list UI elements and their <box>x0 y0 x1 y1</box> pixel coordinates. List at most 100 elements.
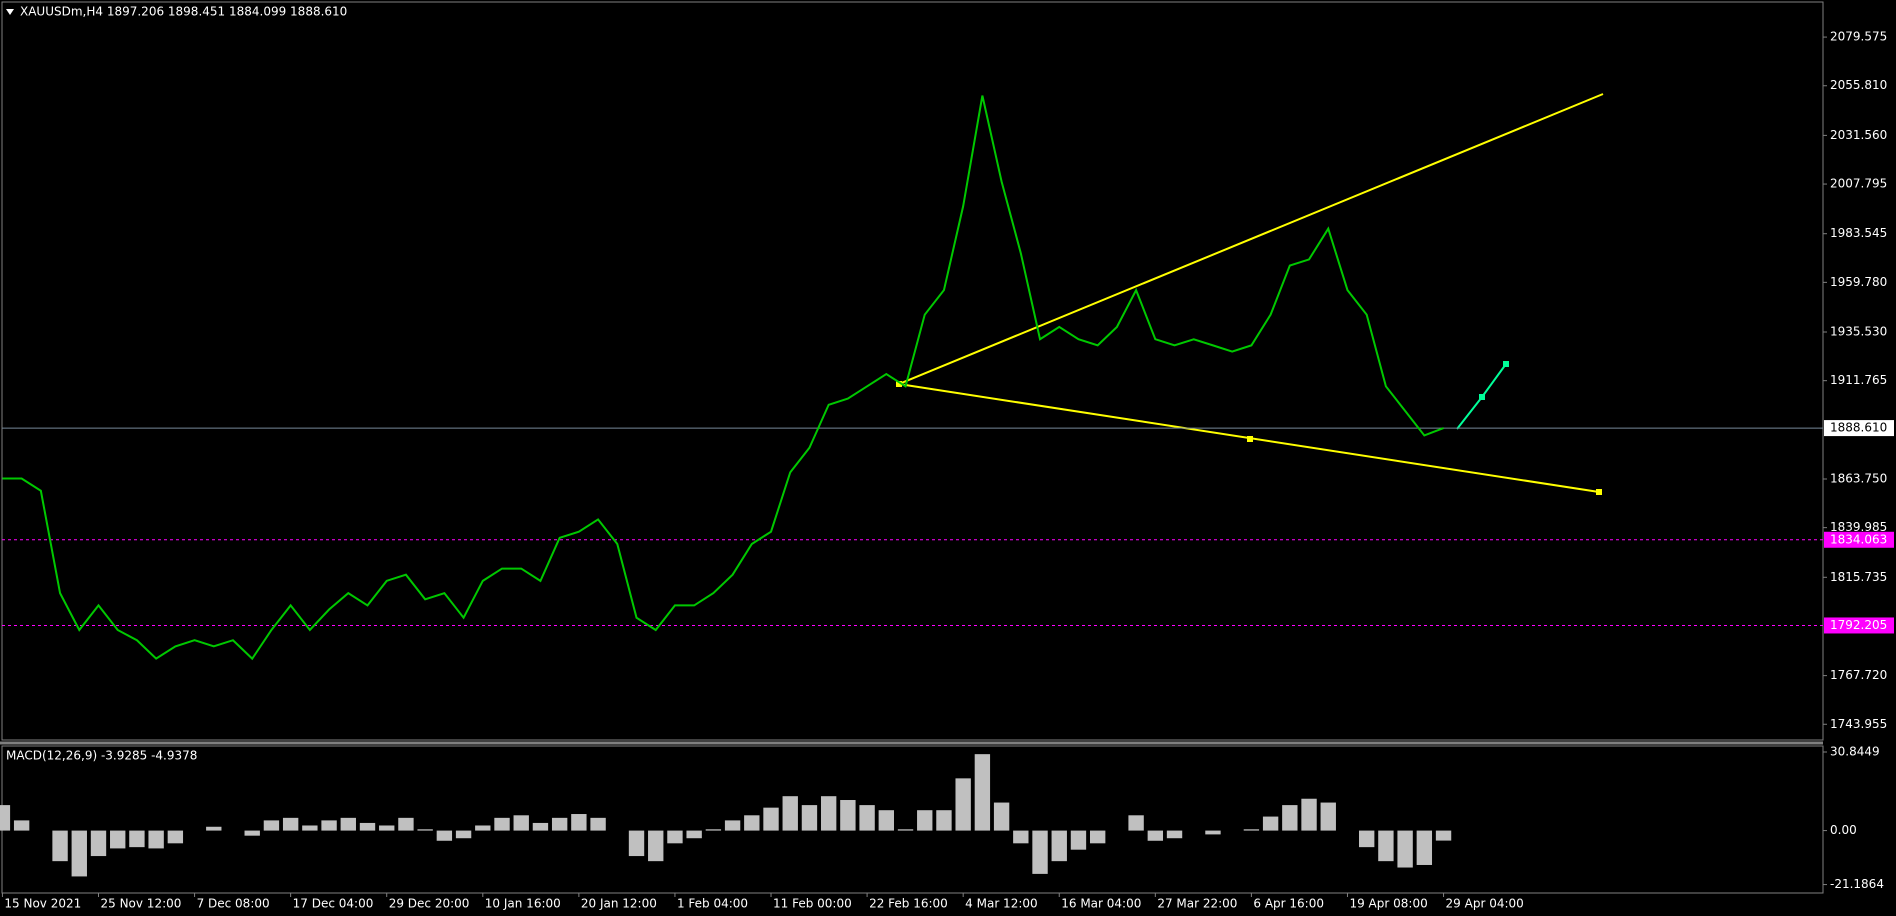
macd-bar <box>321 820 337 831</box>
y-tick-label: 1767.720 <box>1830 668 1887 682</box>
macd-bar <box>1397 830 1413 868</box>
macd-bar <box>974 754 991 831</box>
macd-bar <box>1320 802 1336 831</box>
macd-bar <box>513 815 529 831</box>
macd-bar <box>244 830 260 836</box>
y-tick-label: 30.8449 <box>1830 745 1880 759</box>
macd-bar <box>148 830 164 849</box>
macd-bar <box>820 796 837 831</box>
macd-bar <box>1013 830 1029 844</box>
current-price-label: 1888.610 <box>1830 421 1887 435</box>
x-tick-label: 16 Mar 04:00 <box>1061 897 1141 911</box>
collapse-icon[interactable] <box>6 9 14 15</box>
x-tick-label: 29 Apr 04:00 <box>1446 897 1524 911</box>
macd-bar <box>936 810 952 831</box>
x-tick-label: 19 Apr 08:00 <box>1349 897 1427 911</box>
macd-bar <box>455 830 472 839</box>
y-tick-label: 1911.765 <box>1830 373 1887 387</box>
macd-bar <box>1128 815 1144 831</box>
macd-bar <box>801 805 818 831</box>
y-tick-label: 1935.530 <box>1830 325 1887 339</box>
trend-lines <box>896 93 1604 495</box>
macd-bar <box>436 830 453 841</box>
anchor[interactable] <box>1247 436 1253 442</box>
macd-bar <box>1205 830 1221 835</box>
current-price-box <box>1824 420 1894 437</box>
macd-bar <box>1051 830 1067 862</box>
macd-bar <box>840 800 856 831</box>
macd-bar <box>1262 816 1279 831</box>
macd-bar <box>1070 830 1087 850</box>
x-tick-label: 7 Dec 08:00 <box>197 897 270 911</box>
macd-bar <box>993 802 1010 831</box>
macd-bar <box>263 820 280 831</box>
macd-bar <box>494 817 510 831</box>
y-tick-label: 1815.735 <box>1830 570 1887 584</box>
price-title: XAUUSDm,H4 1897.206 1898.451 1884.099 18… <box>20 5 347 19</box>
x-tick-label: 15 Nov 2021 <box>4 897 81 911</box>
macd-bar <box>282 817 299 831</box>
macd-title: MACD(12,26,9) -3.9285 -4.9378 <box>6 749 197 763</box>
macd-bar <box>398 817 414 831</box>
y-tick-label: -21.1864 <box>1830 877 1884 891</box>
macd-bar <box>71 830 87 877</box>
macd-bar <box>1243 829 1260 831</box>
macd-bar <box>0 805 11 831</box>
y-tick-label: 1959.780 <box>1830 275 1887 289</box>
y-tick-label: 2007.795 <box>1830 177 1887 191</box>
macd-bar <box>206 826 222 831</box>
macd-bar <box>359 822 376 831</box>
macd-bar <box>744 815 760 831</box>
macd-bar <box>648 830 664 862</box>
y-tick-label: 1839.985 <box>1830 520 1887 534</box>
macd-bar <box>417 829 433 831</box>
y-tick-label: 2079.575 <box>1830 30 1887 44</box>
level-label-box <box>1824 617 1894 634</box>
macd-bar <box>763 807 779 831</box>
macd-bar <box>379 825 395 831</box>
y-tick-label: 1743.955 <box>1830 717 1887 731</box>
macd-bar <box>917 810 933 831</box>
macd-bar <box>1147 830 1164 841</box>
macd-bar <box>859 805 875 831</box>
y-tick-label: 1863.750 <box>1830 471 1887 485</box>
macd-bar <box>628 830 645 857</box>
x-tick-label: 1 Feb 04:00 <box>677 897 748 911</box>
x-tick-label: 6 Apr 16:00 <box>1253 897 1324 911</box>
anchor[interactable] <box>1503 361 1509 367</box>
x-tick-label: 22 Feb 16:00 <box>869 897 948 911</box>
macd-bar <box>878 810 894 831</box>
macd-bar <box>52 830 68 862</box>
macd-bar <box>1282 805 1298 831</box>
macd-bar <box>667 830 683 844</box>
macd-bar <box>1089 830 1106 844</box>
macd-bar <box>571 814 587 831</box>
anchor[interactable] <box>1479 394 1485 400</box>
macd-bar <box>1032 830 1048 874</box>
y-tick-label: 2055.810 <box>1830 78 1887 92</box>
macd-bar <box>1166 830 1183 839</box>
anchor[interactable] <box>896 381 902 387</box>
price-line <box>2 95 1444 661</box>
macd-bar <box>705 829 722 831</box>
x-tick-label: 25 Nov 12:00 <box>100 897 181 911</box>
x-tick-label: 27 Mar 22:00 <box>1157 897 1237 911</box>
macd-bar <box>1435 830 1452 841</box>
macd-bar <box>686 830 702 839</box>
macd-bar <box>340 817 356 831</box>
macd-bar <box>1416 830 1433 865</box>
anchor[interactable] <box>1596 489 1602 495</box>
macd-bar <box>302 825 318 831</box>
x-tick-label: 29 Dec 20:00 <box>389 897 470 911</box>
macd-bar <box>13 820 30 831</box>
x-tick-label: 10 Jan 16:00 <box>485 897 561 911</box>
y-tick-label: 2031.560 <box>1830 128 1887 142</box>
x-tick-label: 4 Mar 12:00 <box>965 897 1037 911</box>
macd-bar <box>167 830 184 844</box>
x-tick-label: 17 Dec 04:00 <box>293 897 374 911</box>
level-label-box <box>1824 531 1894 548</box>
macd-bar <box>724 820 741 831</box>
macd-bar <box>590 817 606 831</box>
y-tick-label: 1983.545 <box>1830 226 1887 240</box>
